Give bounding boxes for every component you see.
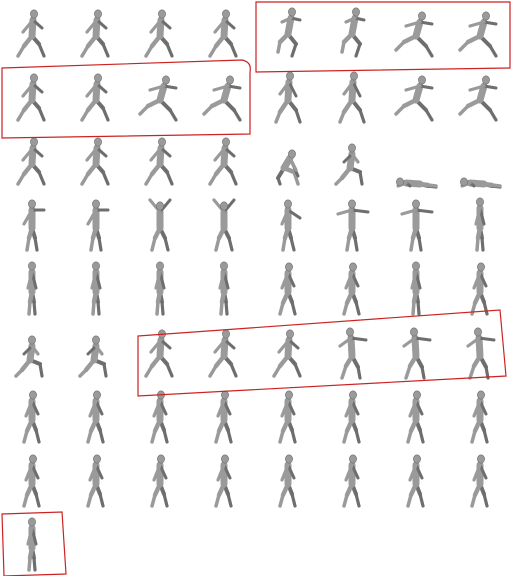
sprite-frame (144, 329, 174, 378)
sprite-frame (208, 9, 238, 58)
sprite-frame (22, 390, 41, 444)
sprite-frame (214, 390, 233, 444)
sprite-frame (470, 262, 489, 316)
sprite-frame (148, 198, 172, 252)
sprite-frame (342, 262, 361, 316)
sprite-frame (342, 390, 361, 444)
sprite-frame (90, 261, 102, 316)
sprite-frame (86, 199, 110, 252)
sprite-frame (80, 73, 110, 122)
sprite-frame (394, 75, 434, 122)
sprite-frame (334, 143, 364, 186)
sprite-frame (458, 75, 498, 122)
highlight-box-group-row1-right (255, 1, 511, 73)
sprite-frame (202, 75, 242, 122)
sprite-frame (86, 390, 105, 444)
sprite-frame (26, 517, 38, 572)
sprite-frame (406, 454, 425, 508)
highlight-box-group-last-frame (1, 511, 67, 576)
sprite-frame (138, 75, 178, 122)
sprite-frame (16, 9, 46, 58)
sprite-frame (144, 137, 174, 186)
sprite-frame (396, 177, 438, 189)
sprite-frame (22, 454, 41, 508)
highlight-box-group-row2-left (1, 59, 251, 139)
sprite-frame (274, 71, 302, 124)
sprite-frame (338, 71, 366, 124)
sprite-frame (154, 261, 166, 316)
sprite-frame (278, 454, 297, 508)
sprite-frame (278, 262, 297, 316)
sprite-frame (276, 7, 302, 58)
sprite-frame (218, 261, 230, 316)
sprite-frame (466, 327, 496, 380)
sprite-frame (16, 73, 46, 122)
sprite-frame (80, 9, 110, 58)
sprite-frame (342, 454, 361, 508)
sprite-frame (276, 149, 300, 186)
sprite-frame (470, 390, 489, 444)
sprite-frame (150, 454, 169, 508)
sprite-frame (474, 197, 486, 252)
sprite-frame (150, 390, 169, 444)
sprite-frame (338, 327, 368, 380)
sprite-frame (458, 11, 498, 58)
sprite-frame (212, 198, 236, 252)
sprite-frame (16, 137, 46, 186)
sprite-frame (208, 137, 238, 186)
sprite-frame (22, 199, 46, 252)
sprite-frame (78, 335, 108, 378)
sprite-frame (208, 329, 238, 378)
sprite-frame (340, 7, 366, 58)
sprite-frame (400, 199, 434, 252)
sprite-frame (14, 335, 44, 378)
sprite-frame (86, 454, 105, 508)
sprite-frame (406, 390, 425, 444)
highlight-box-group-row6-right (137, 309, 507, 397)
sprite-frame (272, 329, 302, 378)
sprite-frame (80, 137, 110, 186)
sprite-frame (278, 390, 297, 444)
sprite-frame (214, 454, 233, 508)
sprite-frame (402, 327, 432, 380)
sprite-frame (280, 199, 302, 252)
sprite-frame (394, 11, 434, 58)
sprite-frame (26, 261, 38, 316)
sprite-frame (470, 454, 489, 508)
sprite-frame (144, 9, 174, 58)
sprite-frame (410, 261, 422, 316)
sprite-frame (336, 199, 370, 252)
sprite-frame (460, 177, 502, 189)
